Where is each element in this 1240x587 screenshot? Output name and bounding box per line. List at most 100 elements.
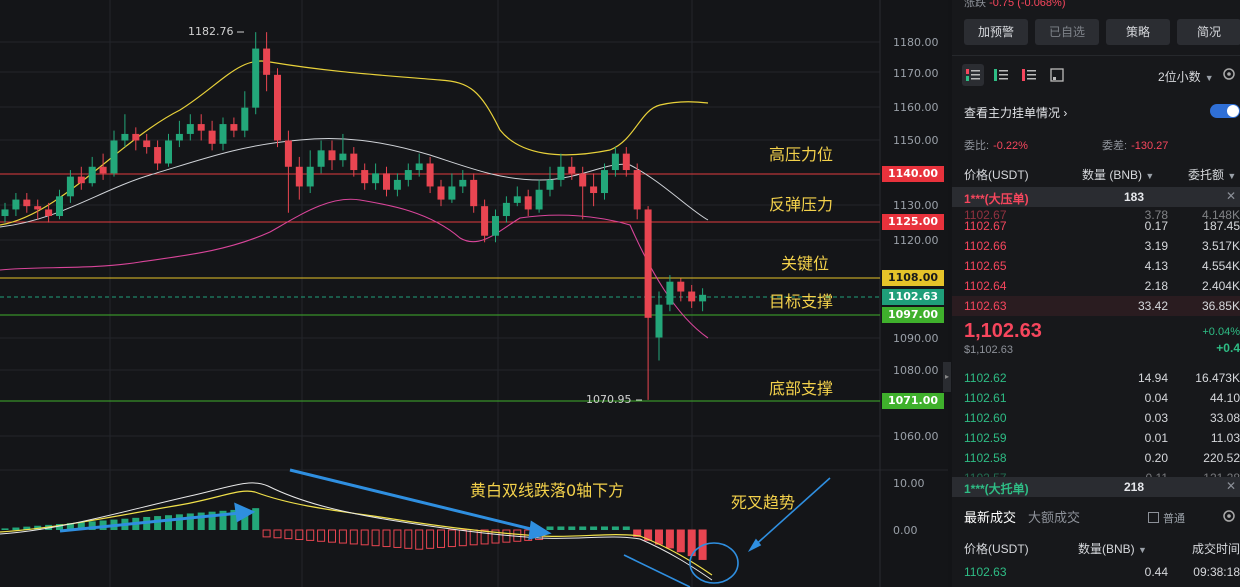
ask-qty: 0.17 (1144, 219, 1168, 233)
header-total[interactable]: 委托额 ▼ (1188, 166, 1236, 183)
macd-bar (197, 512, 205, 530)
normal-checkbox[interactable]: 普通 (1148, 510, 1185, 526)
ask-row[interactable]: 1102.65 4.13 4.554K (952, 256, 1240, 276)
close-icon[interactable]: ✕ (1226, 479, 1237, 493)
trades-header-qty[interactable]: 数量(BNB) ▼ (1078, 540, 1147, 557)
tab-latest-trades[interactable]: 最新成交 (964, 510, 1017, 525)
bid-row[interactable]: 1102.61 0.04 44.10 (952, 388, 1240, 408)
bid-row[interactable]: 1102.62 14.94 16.473K (952, 368, 1240, 388)
trades-tabs: 最新成交 大额成交 (964, 507, 1080, 526)
level-box-1097: 1097.00 (882, 307, 944, 323)
macd-bar (590, 526, 598, 530)
trades-header-price: 价格(USDT) (964, 542, 1029, 556)
macd-bar (349, 529, 358, 545)
macd-bar (665, 529, 674, 549)
ask-total: 3.517K (1201, 239, 1240, 253)
add-alert-button[interactable]: 加预警 (964, 19, 1028, 45)
ask-price: 1102.63 (964, 299, 1007, 313)
change-label: 涨跌 (964, 0, 986, 9)
candle-body (230, 124, 238, 131)
candle-body (23, 199, 31, 207)
panel-collapse-handle[interactable]: ▸ (943, 362, 951, 392)
bid-row[interactable]: 1102.58 0.20 220.52 (952, 448, 1240, 468)
trades-header-time: 成交时间 (1192, 542, 1240, 556)
annotation-arrows (59, 468, 552, 541)
candle-body (688, 291, 696, 302)
ask-row[interactable]: 1102.66 3.19 3.517K (952, 236, 1240, 256)
ask-row[interactable]: 1102.63 33.42 36.85K (952, 296, 1240, 316)
candle-body (513, 196, 521, 203)
candle-body (34, 206, 42, 210)
ask-row[interactable]: 1102.64 2.18 2.404K (952, 276, 1240, 296)
annotation-macd-note: 黄白双线跌落0轴下方 (470, 481, 625, 500)
candle-body (655, 304, 663, 338)
trade-time: 09:38:18 (1193, 565, 1240, 579)
candle-body (241, 107, 249, 131)
chevron-right-icon: › (1060, 106, 1068, 120)
macd-bar (568, 526, 576, 530)
macd-bar (317, 529, 326, 542)
high-price-label: 1182.76 (188, 25, 234, 38)
macd-bar (208, 511, 216, 530)
ask-total: 4.554K (1201, 259, 1240, 273)
bid-row[interactable]: 1102.60 0.03 33.08 (952, 408, 1240, 428)
bids-only-view-icon[interactable] (990, 64, 1012, 86)
close-icon[interactable]: ✕ (1226, 189, 1237, 203)
candle-body (99, 166, 107, 174)
kline-chart[interactable]: 1180.00 1170.00 1160.00 1150.00 1130.00 … (0, 0, 948, 587)
macd-bar (404, 529, 413, 549)
candle-body (557, 166, 565, 180)
bid-qty: 0.01 (1144, 431, 1168, 445)
decimal-select[interactable]: 2位小数 ▼ (1158, 68, 1214, 85)
annotation-bottom-support: 底部支撑 (769, 379, 834, 398)
trades-view-icon[interactable] (1046, 64, 1068, 86)
divider (952, 55, 1240, 56)
candle-body (175, 133, 183, 141)
macd-dea-line (0, 490, 713, 576)
candle-body (524, 196, 532, 210)
candle-body (383, 173, 390, 190)
main-orders-toggle[interactable] (1210, 104, 1240, 118)
diff-value: -130.27 (1131, 140, 1169, 152)
candlestick-series[interactable] (1, 32, 707, 400)
bid-row[interactable]: 1102.59 0.01 11.03 (952, 428, 1240, 448)
big-bid-band[interactable]: 1***(大托单) 218 ✕ (952, 477, 1240, 497)
candle-body (415, 163, 423, 171)
bid-price: 1102.60 (964, 411, 1007, 425)
kline-canvas[interactable] (0, 0, 948, 587)
main-orders-link[interactable]: 查看主力挂单情况 › (964, 104, 1067, 121)
last-price-change: +0.04% +0.4 (1202, 326, 1240, 355)
orderbook-panel: 涨跌 -0.75 (-0.068%) 加预警 已自选 策略 简况 2位小数 ▼ 查… (952, 0, 1240, 587)
strategy-button[interactable]: 策略 (1106, 19, 1170, 45)
macd-bar (601, 526, 608, 530)
macd-bar (611, 526, 619, 530)
candle-body (350, 153, 358, 171)
big-ask-band[interactable]: 1***(大压单) 183 ✕ (952, 187, 1240, 207)
bid-price: 1102.61 (964, 391, 1007, 405)
candle-body (56, 196, 63, 217)
tab-big-trades[interactable]: 大额成交 (1028, 510, 1081, 525)
header-qty[interactable]: 数量 (BNB) ▼ (1082, 166, 1154, 183)
candle-body (208, 130, 216, 144)
macd-bar (491, 529, 500, 544)
big-bid-label: 1***(大托单) (964, 482, 1029, 496)
grid-lines (0, 0, 948, 587)
macd-bar (633, 529, 642, 537)
trades-header-qty-label: 数量(BNB) (1078, 542, 1135, 556)
ask-row[interactable]: 1102.67 0.17 187.45 (952, 216, 1240, 236)
candle-body (579, 173, 587, 187)
macd-bar (393, 529, 402, 548)
boll-lower (0, 198, 709, 339)
overview-button[interactable]: 简况 (1177, 19, 1240, 45)
candle-body (590, 186, 598, 194)
candle-body (143, 140, 151, 148)
both-sides-view-icon[interactable] (962, 64, 984, 86)
big-ask-qty: 183 (1124, 190, 1145, 204)
trades-settings-gear-icon[interactable] (1222, 509, 1236, 528)
asks-only-view-icon[interactable] (1018, 64, 1040, 86)
macd-bar (557, 526, 565, 530)
settings-gear-icon[interactable] (1222, 67, 1236, 86)
ask-total: 36.85K (1201, 299, 1240, 313)
favorited-button[interactable]: 已自选 (1035, 19, 1099, 45)
ask-price: 1102.67 (964, 219, 1007, 233)
